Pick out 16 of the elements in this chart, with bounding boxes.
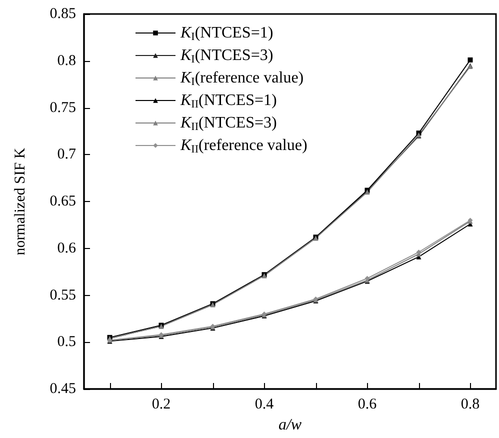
y-tick-label: 0.85	[50, 6, 76, 22]
y-tick-label: 0.5	[57, 334, 76, 350]
x-tick-label: 0.6	[358, 396, 378, 412]
y-tick-label: 0.6	[57, 240, 76, 256]
y-tick-label: 0.75	[50, 100, 76, 116]
x-tick-label: 0.4	[254, 396, 274, 412]
y-tick-label: 0.65	[50, 194, 76, 210]
x-tick-label: 0.2	[152, 396, 171, 412]
y-tick-label: 0.45	[50, 381, 76, 397]
x-axis-title: a/w	[278, 416, 302, 434]
y-tick-label: 0.8	[57, 52, 76, 69]
point	[468, 57, 473, 62]
x-tick-label: 0.8	[460, 396, 480, 412]
y-tick-label: 0.7	[57, 146, 76, 163]
y-axis-title: normalized SIF K	[12, 148, 28, 256]
y-tick-label: 0.55	[50, 287, 76, 304]
